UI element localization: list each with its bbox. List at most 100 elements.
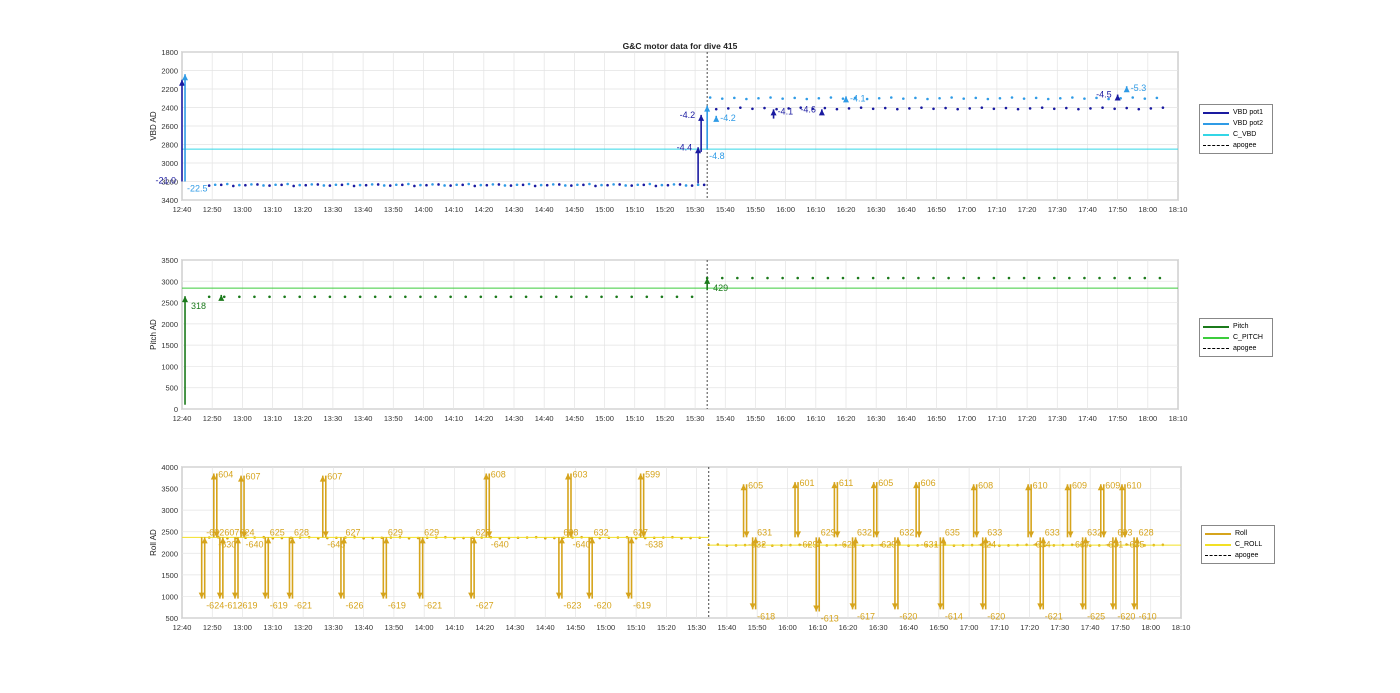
data-point: [630, 184, 634, 187]
x-tick-label: 14:40: [535, 205, 554, 214]
roll-arrow-back-head: [940, 537, 947, 544]
x-tick-label: 13:50: [384, 414, 403, 423]
data-label: -640: [572, 539, 590, 549]
legend-vbd-pot2-label: VBD pot2: [1233, 120, 1263, 127]
y-tick-label: 1800: [161, 48, 178, 57]
x-tick-label: 15:50: [746, 205, 765, 214]
x-tick-label: 18:00: [1138, 205, 1157, 214]
data-point: [576, 183, 579, 187]
roll-arrow-back-head: [916, 531, 923, 538]
data-point: [763, 106, 766, 110]
x-tick-label: 17:10: [990, 623, 1009, 632]
data-point: [944, 106, 947, 110]
data-point: [660, 295, 664, 299]
y-tick-label: 4000: [161, 463, 178, 472]
y-tick-label: 2000: [161, 549, 178, 558]
data-point: [823, 106, 827, 110]
y-axis-label: VBD AD: [149, 111, 158, 141]
x-tick-label: 16:40: [897, 414, 916, 423]
roll-arrow-out-head: [1118, 484, 1125, 491]
data-point: [1101, 106, 1104, 109]
roll-arrow-out-head: [238, 475, 245, 482]
data-point: [902, 97, 905, 100]
x-tick-label: 13:30: [324, 623, 343, 632]
data-point: [654, 184, 658, 188]
roll-arrow-back-head: [1100, 531, 1107, 538]
y-tick-label: 3000: [161, 277, 178, 286]
data-point: [1098, 276, 1101, 280]
y-tick-label: 3000: [161, 506, 178, 515]
roll-arrow-back-head: [234, 537, 241, 544]
data-point: [606, 183, 609, 187]
data-point: [775, 107, 778, 111]
data-point: [871, 107, 875, 111]
data-point: [781, 97, 784, 100]
data-point: [431, 183, 434, 186]
roll-arrow-out-head: [1079, 603, 1086, 610]
data-point: [425, 183, 428, 187]
data-point: [877, 96, 881, 100]
roll-arrow-out-head: [740, 484, 747, 491]
data-point: [889, 96, 893, 99]
data-point: [739, 106, 742, 109]
y-tick-label: 2500: [161, 528, 178, 537]
x-tick-label: 14:40: [535, 414, 554, 423]
data-point: [847, 107, 851, 110]
roll-arrow-out-head: [1025, 484, 1032, 491]
data-point: [1131, 96, 1135, 99]
data-point: [298, 295, 302, 299]
x-tick-label: 15:40: [716, 414, 735, 423]
data-label: -640: [491, 539, 509, 549]
data-point: [334, 183, 338, 187]
x-tick-label: 17:40: [1081, 623, 1100, 632]
data-point: [600, 295, 603, 299]
data-label: -629: [878, 539, 896, 549]
x-tick-label: 17:20: [1018, 205, 1037, 214]
data-point: [1065, 106, 1068, 110]
x-tick-label: 17:40: [1078, 414, 1097, 423]
data-point: [479, 183, 483, 187]
x-tick-label: 15:50: [748, 623, 767, 632]
data-point: [793, 96, 796, 100]
data-point: [733, 96, 736, 100]
legend-c-vbd-label: C_VBD: [1233, 131, 1257, 138]
data-label: -620: [594, 601, 612, 611]
data-point: [588, 182, 591, 186]
data-label: -22.5: [187, 184, 208, 194]
x-tick-label: 13:20: [293, 414, 312, 423]
data-point: [253, 295, 256, 299]
x-tick-label: 14:00: [414, 205, 433, 214]
x-tick-label: 18:00: [1141, 623, 1160, 632]
data-point: [1068, 276, 1071, 280]
data-label: -614: [945, 611, 963, 621]
x-tick-label: 14:10: [445, 623, 464, 632]
x-tick-label: 15:30: [686, 205, 705, 214]
data-point: [826, 276, 830, 280]
roll-arrow-out-head: [637, 473, 644, 480]
data-label: -613: [821, 614, 839, 624]
roll-arrow-out-head: [870, 482, 877, 489]
data-point: [645, 295, 649, 299]
data-point: [455, 183, 458, 187]
data-point: [902, 276, 905, 280]
data-point: [968, 107, 972, 110]
data-label: -4.4: [677, 142, 693, 152]
data-point: [1137, 107, 1141, 111]
data-label: 318: [191, 301, 206, 311]
panel-2: 12:40 12:50 13:00 13:10 13:20 13:30 13:40 13:50…: [149, 256, 1187, 423]
roll-arrow-back-head: [834, 531, 841, 538]
roll-arrow-out-head: [586, 592, 593, 599]
data-point: [736, 276, 739, 280]
data-point: [554, 295, 558, 299]
data-arrow-head: [1114, 94, 1121, 101]
data-label: -610: [1139, 611, 1157, 621]
x-tick-label: 14:40: [536, 623, 555, 632]
x-tick-label: 15:40: [716, 205, 735, 214]
data-arrow-head: [695, 147, 702, 154]
data-point: [551, 183, 555, 186]
data-point: [974, 96, 978, 100]
data-label: 632: [857, 527, 872, 537]
data-point: [461, 183, 464, 187]
data-point: [419, 295, 422, 299]
